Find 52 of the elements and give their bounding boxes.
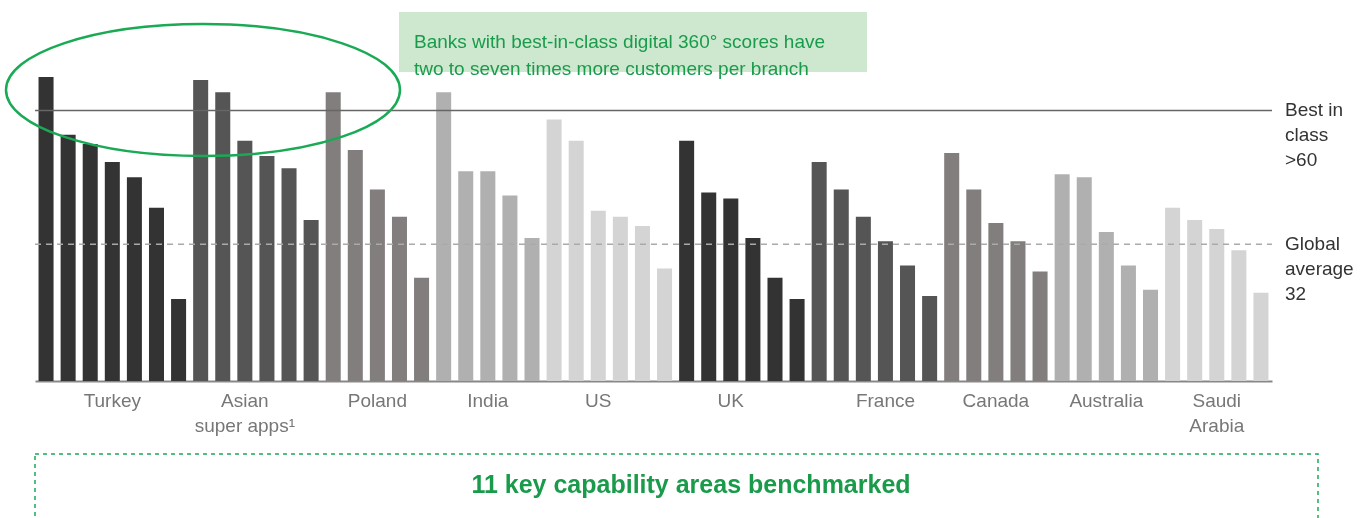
x-tick-label: Saudi Arabia (1189, 389, 1245, 436)
bar (657, 268, 673, 381)
bar (745, 238, 761, 381)
bar (1187, 219, 1203, 381)
x-tick-label: Turkey (83, 389, 142, 411)
bar (281, 168, 297, 381)
bar (1120, 265, 1136, 381)
x-tick-label: Asian super apps¹ (194, 389, 296, 436)
x-tick-label: UK (717, 389, 745, 411)
bar (303, 219, 319, 381)
bar (546, 119, 562, 381)
bar (679, 140, 695, 381)
bar (612, 216, 628, 381)
bar (193, 80, 209, 381)
bar (148, 207, 164, 381)
x-tick-label: Australia (1069, 389, 1144, 411)
x-tick-label: France (855, 389, 916, 411)
x-tick-label: Canada (962, 389, 1030, 411)
bar (259, 156, 275, 381)
bar (877, 241, 893, 381)
ref-line-label: Global average 32 (1285, 233, 1354, 305)
bar (767, 277, 783, 381)
bar (1143, 289, 1159, 381)
bar (789, 298, 805, 381)
bar (811, 162, 827, 381)
bar (855, 216, 871, 381)
bar (215, 92, 231, 381)
bar (38, 77, 54, 381)
bar (237, 140, 253, 381)
text: 11 key capability areas benchmarked (471, 470, 911, 498)
x-tick-label: US (585, 389, 612, 411)
bar (126, 177, 142, 381)
bar (104, 162, 120, 381)
bar (1253, 292, 1269, 381)
bar (922, 295, 938, 381)
bar (900, 265, 916, 381)
bar (1231, 250, 1247, 381)
ref-line-label: Best in class >60 (1285, 99, 1344, 171)
bar (833, 189, 849, 381)
bar (171, 298, 187, 381)
bar (701, 192, 717, 381)
bar (60, 134, 76, 381)
bar (82, 143, 98, 381)
bar (634, 225, 650, 381)
bar (568, 140, 584, 381)
annotation: Banks with best-in-class digital 360° scores have two to seven times more customers per branch (414, 31, 826, 79)
bar (1165, 207, 1181, 381)
bar (723, 198, 739, 381)
x-tick-label: Poland (347, 389, 407, 411)
x-tick-label: India (467, 389, 509, 411)
bar (1209, 229, 1225, 381)
bar (590, 210, 606, 381)
